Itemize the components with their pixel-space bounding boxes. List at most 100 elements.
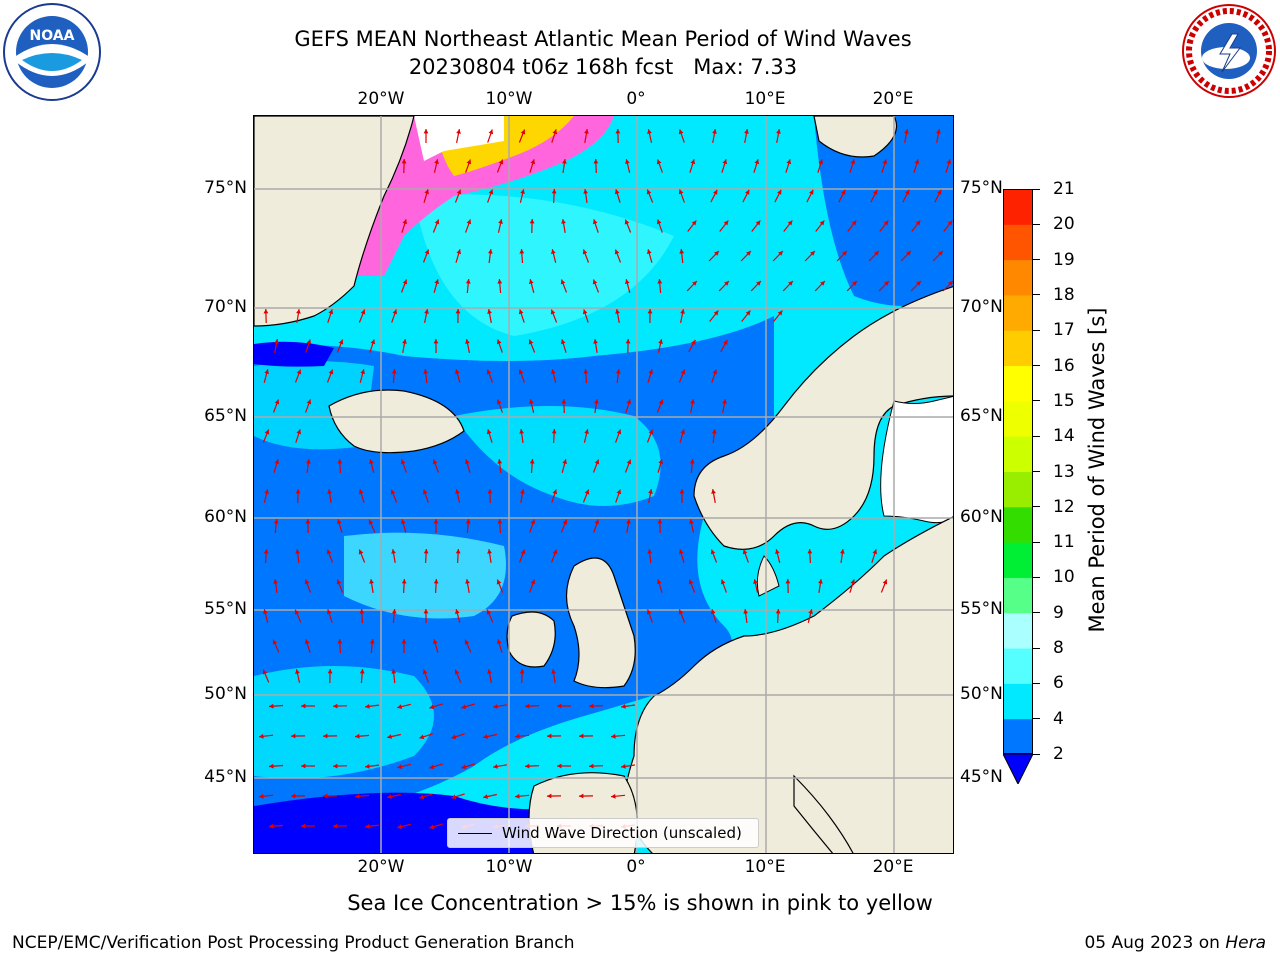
wind-wave-arrow-head bbox=[525, 703, 530, 709]
colorbar-tick-mark bbox=[1033, 576, 1040, 578]
wind-wave-arrow-head bbox=[679, 249, 685, 254]
wind-wave-arrow-head bbox=[530, 519, 536, 525]
wind-wave-arrow-head bbox=[582, 249, 588, 255]
land-iceland bbox=[328, 389, 465, 454]
wind-wave-arrow-head bbox=[422, 669, 428, 675]
lat-tick-right-75: 75°N bbox=[960, 178, 1003, 198]
wind-wave-arrow-head bbox=[678, 189, 684, 195]
wind-wave-arrow-head bbox=[263, 609, 268, 614]
colorbar-tick-label: 19 bbox=[1053, 249, 1075, 270]
wind-wave-arrow-head bbox=[520, 549, 526, 555]
wind-wave-arrow-head bbox=[583, 369, 589, 374]
wind-wave-arrow-head bbox=[936, 129, 941, 134]
wind-wave-arrow-head bbox=[529, 219, 535, 224]
lat-tick-left-65: 65°N bbox=[204, 406, 247, 426]
wind-wave-arrow-head bbox=[336, 579, 342, 585]
colorbar-segment bbox=[1003, 436, 1033, 472]
graticule bbox=[254, 116, 953, 853]
colorbar-segment bbox=[1003, 400, 1033, 437]
wind-wave-arrow-head bbox=[296, 369, 302, 375]
footer-date-text: 05 Aug 2023 on bbox=[1084, 933, 1226, 953]
wind-wave-arrow-head bbox=[359, 669, 365, 674]
colorbar-tick-label: 6 bbox=[1053, 673, 1064, 694]
wind-wave-arrow-head bbox=[519, 429, 524, 434]
wind-wave-arrow-head bbox=[327, 489, 332, 494]
wind-wave-arrow-head bbox=[263, 549, 269, 554]
wind-wave-arrow-head bbox=[355, 793, 360, 799]
lon-tick-top-3: 0° bbox=[626, 89, 646, 109]
wind-wave-arrow-head bbox=[615, 129, 621, 134]
wind-wave-arrow-head bbox=[391, 549, 396, 554]
wind-wave-arrow-head bbox=[852, 281, 857, 286]
wind-wave-arrow-head bbox=[419, 734, 425, 740]
colorbar-segment bbox=[1003, 542, 1033, 578]
wind-wave-arrow-head bbox=[657, 279, 663, 284]
colorbar-tick-label: 20 bbox=[1053, 214, 1075, 235]
colorbar-tick-mark bbox=[1033, 329, 1040, 331]
wind-wave-arrow-head bbox=[323, 793, 328, 799]
wind-wave-arrow-head bbox=[594, 399, 599, 404]
wind-wave-arrow-head bbox=[678, 609, 684, 615]
wind-wave-arrow-head bbox=[850, 579, 856, 585]
wind-wave-arrow-head bbox=[688, 579, 694, 585]
wind-wave-arrow-head bbox=[328, 309, 334, 315]
wind-wave-arrow-head bbox=[434, 159, 439, 164]
wind-wave-arrow-head bbox=[680, 309, 685, 314]
wind-wave-arrow-head bbox=[465, 459, 470, 465]
wind-wave-arrow-head bbox=[689, 519, 694, 524]
wind-wave-arrow-head bbox=[874, 251, 879, 256]
wind-wave-arrow-head bbox=[625, 279, 630, 285]
wind-wave-arrow-head bbox=[263, 309, 269, 314]
wind-wave-arrow-head bbox=[401, 519, 406, 525]
wind-wave-arrow-head bbox=[392, 309, 398, 315]
wind-wave-arrow-head bbox=[810, 251, 815, 256]
wind-wave-arrow-head bbox=[391, 609, 397, 614]
wind-wave-arrow-head bbox=[390, 489, 396, 495]
wind-wave-arrow-head bbox=[743, 609, 748, 614]
wind-wave-arrow-head bbox=[306, 399, 312, 405]
wind-wave-arrows bbox=[258, 128, 953, 830]
wind-wave-arrow-head bbox=[434, 279, 439, 285]
wind-wave-arrow-head bbox=[710, 609, 716, 615]
wind-wave-arrow-head bbox=[873, 189, 878, 195]
wind-wave-arrow-head bbox=[775, 609, 781, 614]
wind-wave-arrow-head bbox=[647, 309, 653, 314]
wind-wave-arrow-head bbox=[840, 549, 845, 554]
wind-wave-arrow-head bbox=[451, 794, 457, 800]
wind-wave-arrow-head bbox=[712, 369, 718, 375]
wind-wave-arrow-head bbox=[304, 579, 310, 585]
wind-wave-arrow-head bbox=[680, 429, 685, 435]
lat-tick-right-45: 45°N bbox=[960, 767, 1003, 787]
wind-wave-arrow-head bbox=[616, 489, 622, 495]
wind-wave-arrow-head bbox=[884, 281, 889, 286]
wind-wave-arrow-head bbox=[269, 763, 274, 769]
wind-wave-arrow-head bbox=[947, 220, 953, 226]
sea-ice-note: Sea Ice Concentration > 15% is shown in … bbox=[347, 891, 933, 915]
wind-wave-arrow-head bbox=[584, 429, 589, 434]
wind-wave-arrow-head bbox=[710, 549, 716, 555]
wind-wave-arrow-head bbox=[589, 703, 594, 709]
wind-wave-arrow-head bbox=[301, 823, 306, 829]
colorbar-segment bbox=[1003, 718, 1033, 755]
wind-wave-arrow-head bbox=[745, 310, 751, 316]
legend-label: Wind Wave Direction (unscaled) bbox=[502, 824, 742, 842]
lon-tick-bottom-4: 10°E bbox=[744, 857, 786, 877]
wind-wave-arrow-head bbox=[498, 159, 504, 165]
wind-wave-arrow-head bbox=[582, 309, 588, 315]
colorbar-tick-mark bbox=[1033, 188, 1040, 190]
wind-wave-arrow-head bbox=[465, 579, 470, 584]
lon-tick-bottom-5: 20°E bbox=[872, 857, 914, 877]
lon-tick-bottom-2: 10°W bbox=[485, 857, 533, 877]
sea-ice-open-area bbox=[414, 116, 504, 161]
wind-wave-arrow-head bbox=[360, 369, 365, 375]
wind-wave-arrow-head bbox=[515, 793, 520, 799]
wind-wave-arrow-head bbox=[402, 279, 408, 285]
wind-wave-arrow-head bbox=[850, 159, 856, 165]
wind-wave-arrow-head bbox=[579, 793, 584, 799]
colorbar-segment bbox=[1003, 612, 1033, 649]
footer-host: Hera bbox=[1225, 933, 1266, 953]
wind-wave-arrow-head bbox=[370, 339, 376, 345]
wind-wave-arrow-head bbox=[584, 129, 589, 134]
map-legend: Wind Wave Direction (unscaled) bbox=[447, 818, 759, 848]
wind-wave-arrow-head bbox=[487, 549, 492, 554]
